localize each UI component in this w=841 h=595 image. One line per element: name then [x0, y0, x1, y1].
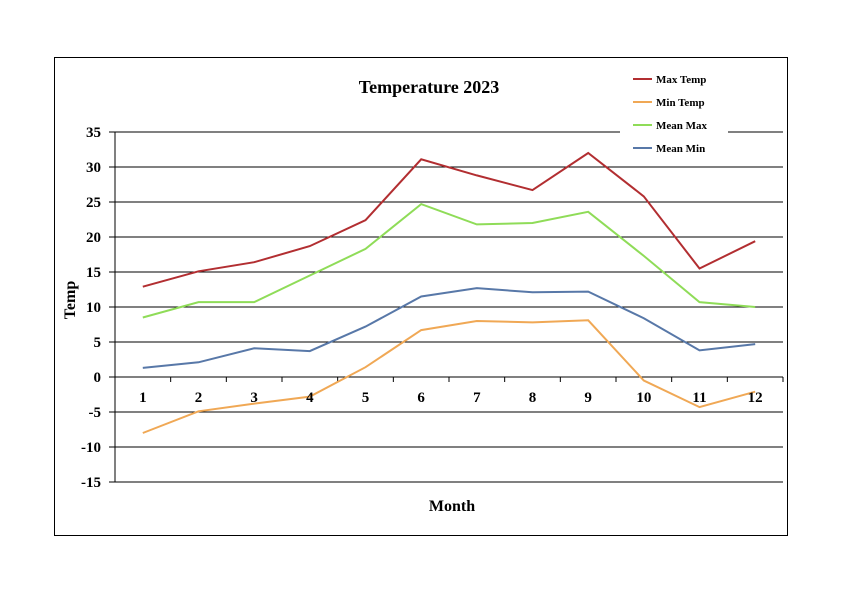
legend-label: Min Temp	[656, 97, 705, 109]
y-tick-label: 0	[94, 370, 102, 386]
x-tick-label: 1	[139, 390, 147, 406]
y-tick-label: -10	[81, 440, 101, 456]
x-tick-label: 11	[692, 390, 706, 406]
x-tick-label: 9	[584, 390, 592, 406]
x-tick-label: 7	[473, 390, 481, 406]
x-tick-label: 4	[306, 390, 314, 406]
y-tick-label: 10	[86, 300, 101, 316]
y-tick-label: 15	[86, 265, 101, 281]
y-axis-title: Temp	[62, 281, 79, 320]
x-tick-label: 12	[748, 390, 763, 406]
x-tick-label: 8	[529, 390, 537, 406]
x-tick-label: 5	[362, 390, 370, 406]
legend-label: Mean Max	[656, 120, 708, 132]
legend-box	[620, 66, 728, 158]
legend: Max Temp Min Temp Mean Max Mean Min	[620, 66, 728, 158]
y-tick-label: 20	[86, 230, 101, 246]
series-line-mean-max	[142, 202, 756, 319]
legend-label: Max Temp	[656, 74, 706, 86]
y-tick-label: 25	[86, 195, 101, 211]
x-tick-label: 6	[417, 390, 425, 406]
x-tick-label: 3	[250, 390, 258, 406]
series-line-max-temp	[142, 151, 756, 288]
y-tick-label: 35	[86, 125, 101, 141]
chart-title: Temperature 2023	[359, 77, 499, 97]
axes	[114, 132, 784, 482]
y-tick-label: -15	[81, 475, 101, 491]
y-tick-label: -5	[89, 405, 102, 421]
series-line-min-temp	[142, 319, 756, 434]
y-tick-label: 30	[86, 160, 101, 176]
y-tick-label: 5	[94, 335, 102, 351]
x-tick-label: 2	[195, 390, 203, 406]
series-lines	[142, 151, 756, 434]
x-axis-title: Month	[429, 498, 475, 515]
series-line-mean-min	[142, 287, 756, 369]
x-tick-label: 10	[636, 390, 651, 406]
legend-label: Mean Min	[656, 143, 705, 155]
